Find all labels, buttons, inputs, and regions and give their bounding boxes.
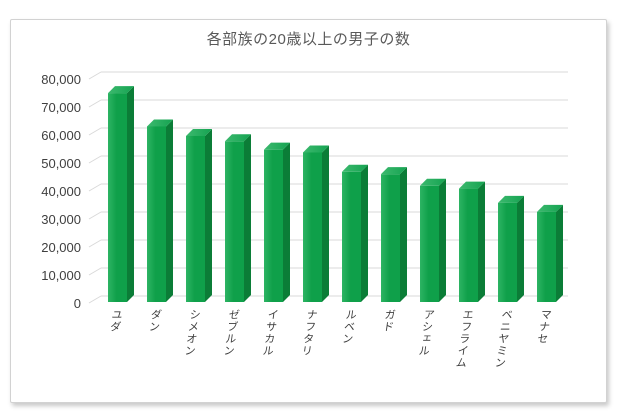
- gridline: [88, 239, 568, 248]
- bar-top-face: [537, 204, 563, 212]
- bar-front-face: [420, 185, 439, 302]
- bar-top-face: [498, 195, 524, 203]
- bar-front-face: [498, 202, 517, 302]
- bar-front-face: [108, 93, 127, 303]
- gridline-depth-tick: [88, 155, 102, 164]
- bar-front-face: [342, 171, 361, 302]
- gridline: [88, 295, 568, 304]
- gridline: [88, 267, 568, 276]
- gridline-depth-tick: [88, 239, 102, 248]
- bar-side-face: [517, 195, 524, 302]
- bar-top-face: [420, 178, 446, 186]
- gridline-depth-tick: [88, 99, 102, 108]
- bar-side-face: [439, 178, 446, 302]
- bar-front-face: [225, 141, 244, 302]
- bar-top-face: [147, 119, 173, 127]
- bar-front-face: [186, 135, 205, 302]
- gridline: [88, 155, 568, 164]
- bar-side-face: [361, 164, 368, 302]
- bar-front-face: [459, 188, 478, 302]
- chart-frame: 各部族の20歳以上の男子の数 0 10,000 20,000 30,000 40,000…: [10, 19, 607, 403]
- bar-ナフタリ: [303, 145, 329, 302]
- gridline-depth-tick: [88, 267, 102, 276]
- gridline: [88, 211, 568, 220]
- bar-side-face: [166, 119, 173, 302]
- bar-ルベン: [342, 164, 368, 302]
- gridline: [88, 183, 568, 192]
- bar-front-face: [381, 174, 400, 302]
- bar-front-face: [303, 152, 322, 302]
- bar-ダン: [147, 119, 173, 302]
- bar-top-face: [264, 142, 290, 150]
- bar-top-face: [108, 86, 134, 94]
- gridline-depth-tick: [88, 183, 102, 192]
- bar-エフライム: [459, 181, 485, 302]
- gridline-depth-tick: [88, 295, 102, 304]
- bar-side-face: [205, 128, 212, 302]
- bar-top-face: [186, 128, 212, 136]
- bar-top-face: [342, 164, 368, 172]
- gridline-depth-tick: [88, 211, 102, 220]
- bar-アシェル: [420, 178, 446, 302]
- bar-side-face: [478, 181, 485, 302]
- bar-ガド: [381, 167, 407, 302]
- bar-ユダ: [108, 86, 134, 303]
- gridline: [88, 71, 568, 80]
- chart-title: 各部族の20歳以上の男子の数: [206, 31, 411, 48]
- bar-side-face: [283, 142, 290, 302]
- gridline-depth-tick: [88, 71, 102, 80]
- bar-シメオン: [186, 128, 212, 302]
- bar-top-face: [303, 145, 329, 153]
- bar-ゼブルン: [225, 134, 251, 302]
- bar-top-face: [381, 167, 407, 175]
- bar-side-face: [127, 86, 134, 303]
- bar-side-face: [322, 145, 329, 302]
- bar-front-face: [537, 211, 556, 302]
- bar-front-face: [264, 149, 283, 302]
- bar-イサカル: [264, 142, 290, 302]
- gridline: [88, 127, 568, 136]
- bar-top-face: [459, 181, 485, 189]
- bar-front-face: [147, 126, 166, 302]
- gridline: [88, 99, 568, 108]
- bar-マナセ: [537, 204, 563, 302]
- gridline-depth-tick: [88, 127, 102, 136]
- bar-side-face: [400, 167, 407, 302]
- bar-ベニヤミン: [498, 195, 524, 302]
- bar-side-face: [556, 204, 563, 302]
- bar-top-face: [225, 134, 251, 142]
- bar-side-face: [244, 134, 251, 302]
- plot-area: [88, 71, 568, 304]
